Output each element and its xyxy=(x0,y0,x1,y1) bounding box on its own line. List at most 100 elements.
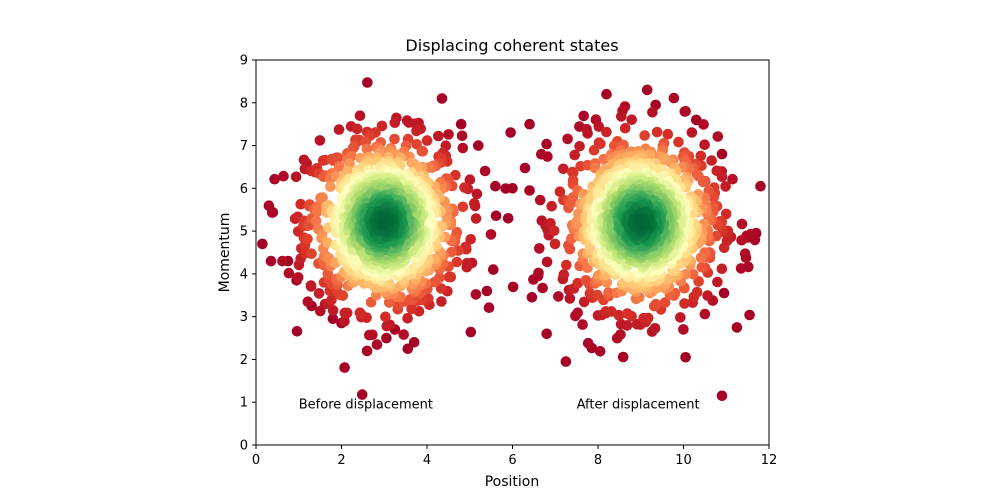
scatter-point xyxy=(572,277,583,289)
scatter-point xyxy=(558,269,570,280)
scatter-point xyxy=(718,287,730,299)
scatter-point xyxy=(712,276,723,288)
scatter-point xyxy=(699,308,711,320)
scatter-point xyxy=(582,337,594,349)
scatter-point xyxy=(622,308,633,319)
scatter-point xyxy=(457,142,469,154)
scatter-point xyxy=(572,307,583,319)
scatter-point xyxy=(416,145,428,157)
y-tick-label: 4 xyxy=(240,267,248,282)
scatter-point xyxy=(322,237,333,248)
scatter-point xyxy=(736,218,748,230)
scatter-point xyxy=(327,313,339,325)
scatter-point xyxy=(619,122,631,134)
scatter-point xyxy=(479,165,491,177)
scatter-point xyxy=(696,262,708,273)
y-tick-label: 9 xyxy=(240,54,248,69)
scatter-point xyxy=(686,127,698,138)
scatter-point xyxy=(592,188,604,200)
scatter-point xyxy=(351,123,363,135)
scatter-point xyxy=(302,296,314,308)
scatter-point xyxy=(483,302,495,314)
scatter-point xyxy=(436,93,448,104)
scatter-point xyxy=(673,136,684,148)
scatter-point xyxy=(578,296,590,308)
scatter-point xyxy=(389,117,401,128)
scatter-point xyxy=(269,173,280,185)
scatter-point xyxy=(459,182,470,193)
annotation-label: After displacement xyxy=(577,398,700,413)
scatter-point xyxy=(720,208,732,220)
scatter-point xyxy=(519,162,531,174)
y-axis-ticks: 0 1 2 3 4 5 6 7 8 9 xyxy=(240,54,256,454)
scatter-point xyxy=(569,149,580,161)
x-tick-label: 10 xyxy=(675,453,692,468)
scatter-point xyxy=(290,171,302,183)
y-tick-label: 6 xyxy=(240,182,248,197)
scatter-point xyxy=(378,216,390,228)
scatter-point xyxy=(436,296,447,307)
scatter-point xyxy=(635,216,646,228)
scatter-point xyxy=(548,225,560,237)
scatter-point xyxy=(594,346,606,357)
scatter-point xyxy=(546,200,557,212)
scatter-point xyxy=(317,192,328,203)
scatter-point xyxy=(649,323,661,334)
scatter-point xyxy=(465,326,477,338)
scatter-point xyxy=(361,345,373,357)
scatter-point xyxy=(471,188,483,200)
scatter-point xyxy=(577,319,588,330)
scatter-point xyxy=(564,243,576,255)
x-tick-label: 12 xyxy=(761,453,778,468)
scatter-point xyxy=(367,329,378,341)
x-axis-label: Position xyxy=(485,474,540,490)
scatter-point xyxy=(265,255,277,267)
scatter-point xyxy=(541,256,553,268)
scatter-point xyxy=(505,127,516,138)
scatter-point xyxy=(695,252,707,263)
x-tick-label: 2 xyxy=(337,453,345,468)
y-tick-label: 8 xyxy=(240,96,248,111)
scatter-point xyxy=(502,213,514,224)
scatter-point xyxy=(429,276,440,288)
scatter-point xyxy=(716,390,728,402)
scatter-point xyxy=(534,243,545,254)
scatter-point xyxy=(541,138,552,150)
scatter-point xyxy=(402,313,413,324)
scatter-point xyxy=(718,242,730,254)
scatter-point xyxy=(574,141,585,152)
scatter-point xyxy=(553,291,564,302)
scatter-point xyxy=(617,351,629,363)
annotations: Before displacement After displacement xyxy=(299,398,700,413)
scatter-point xyxy=(408,337,420,348)
scatter-point xyxy=(283,267,295,279)
scatter-point xyxy=(455,118,467,130)
scatter-point xyxy=(406,303,417,315)
y-tick-label: 7 xyxy=(240,139,248,154)
scatter-point xyxy=(588,144,600,156)
x-axis-ticks: 0 2 4 6 8 10 12 xyxy=(252,445,777,468)
scatter-point xyxy=(561,259,572,271)
scatter-point xyxy=(744,309,755,321)
scatter-point xyxy=(537,282,548,294)
scatter-point xyxy=(451,256,463,268)
scatter-point xyxy=(381,332,392,344)
x-tick-label: 8 xyxy=(594,453,602,468)
scatter-point xyxy=(490,210,502,222)
scatter-point xyxy=(456,130,468,142)
scatter-point xyxy=(402,343,414,355)
scatter-point xyxy=(291,326,303,337)
y-tick-label: 2 xyxy=(240,353,248,368)
scatter-point xyxy=(639,130,650,141)
scatter-point xyxy=(500,183,512,194)
scatter-point xyxy=(302,233,313,245)
scatter-point xyxy=(371,339,383,350)
scatter-point xyxy=(461,257,473,269)
scatter-point xyxy=(680,352,691,363)
scatter-point xyxy=(691,168,703,180)
scatter-point xyxy=(554,186,566,197)
scatter-point xyxy=(295,198,307,210)
scatter-point xyxy=(678,324,689,335)
scatter-point xyxy=(443,129,454,140)
